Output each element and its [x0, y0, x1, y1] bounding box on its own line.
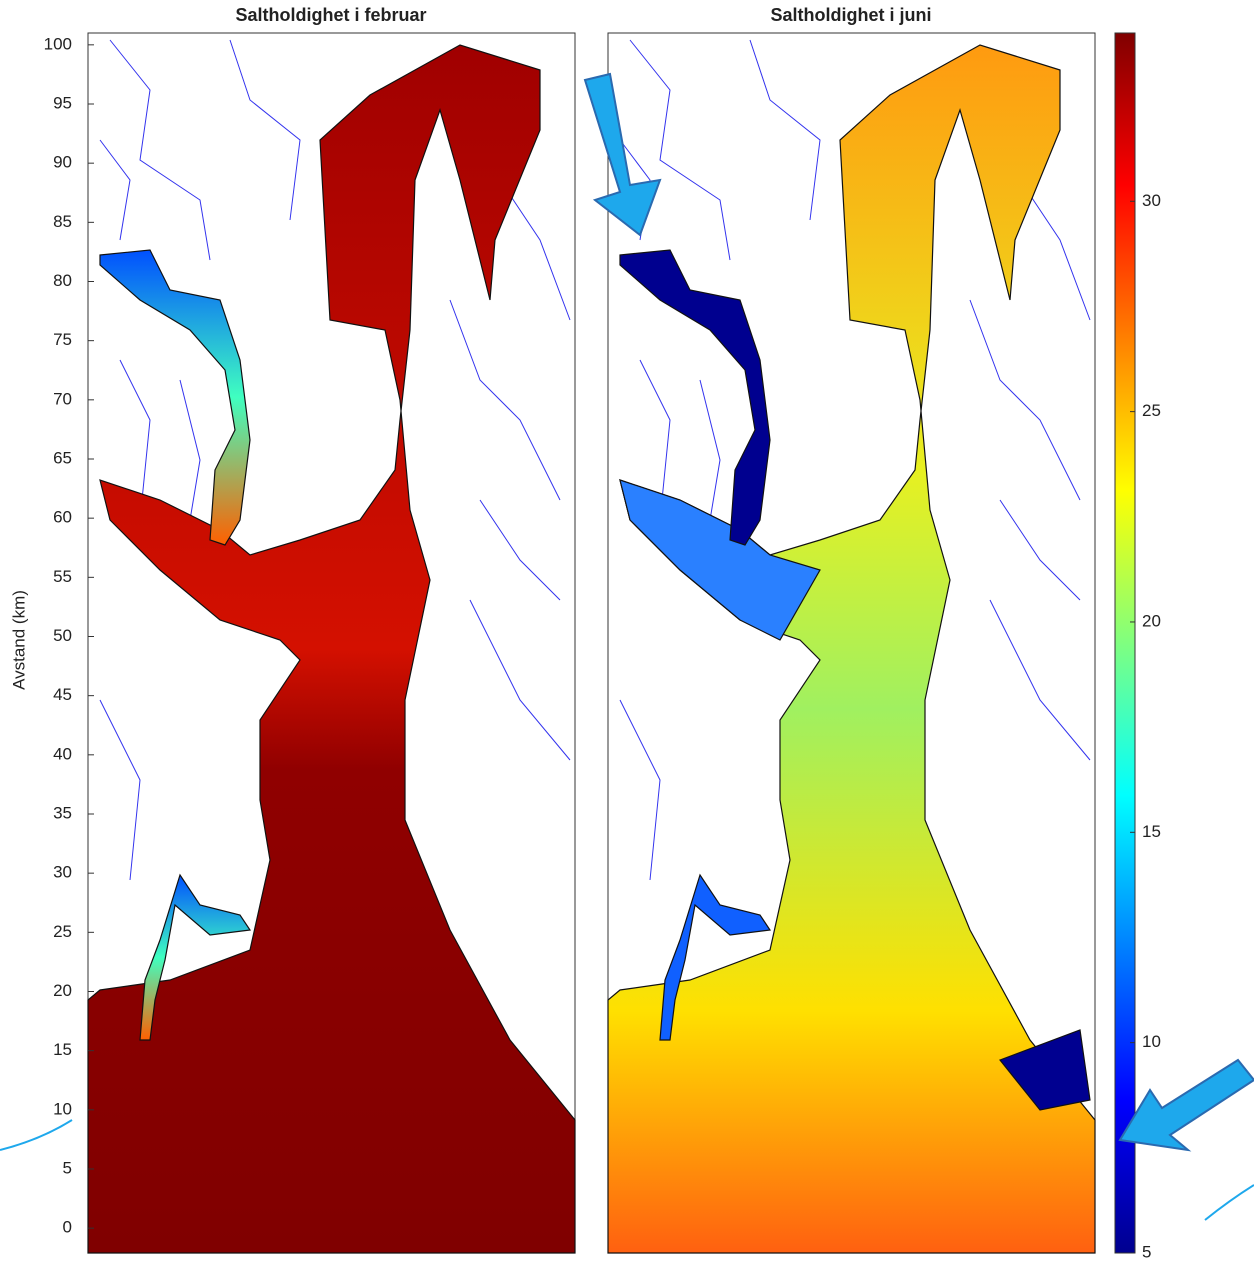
panel-title: Saltholdighet i juni: [771, 5, 932, 25]
y-tick-label: 85: [53, 212, 72, 231]
colorbar-tick-label: 25: [1142, 401, 1161, 420]
colorbar-tick-label: 10: [1142, 1032, 1161, 1051]
y-tick-label: 55: [53, 567, 72, 586]
y-tick-label: 75: [53, 330, 72, 349]
y-tick-label: 45: [53, 685, 72, 704]
panel-february: [87, 32, 576, 1254]
y-tick-label: 100: [44, 34, 72, 53]
rivers: [619, 39, 1091, 881]
colorbar-tick-label: 5: [1142, 1242, 1151, 1261]
y-tick-label: 35: [53, 803, 72, 822]
y-tick-label: 5: [63, 1158, 72, 1177]
colorbar-tick-label: 15: [1142, 822, 1161, 841]
arrow: [583, 72, 662, 237]
y-axis-label: Avstand (km): [9, 590, 28, 690]
colorbar-tick-label: 20: [1142, 611, 1161, 630]
panel-title: Saltholdighet i februar: [235, 5, 426, 25]
y-tick-label: 95: [53, 93, 72, 112]
y-tick-label: 65: [53, 448, 72, 467]
y-tick-label: 15: [53, 1040, 72, 1059]
panel-june: [607, 32, 1096, 1254]
y-tick-label: 25: [53, 922, 72, 941]
y-tick-label: 20: [53, 981, 72, 1000]
y-tick-label: 50: [53, 626, 72, 645]
decor-line: [1204, 1184, 1254, 1221]
decor-line: [0, 1119, 73, 1151]
y-tick-label: 60: [53, 508, 72, 527]
y-tick-label: 30: [53, 863, 72, 882]
y-tick-label: 40: [53, 744, 72, 763]
colorbar: [1114, 32, 1136, 1254]
y-tick-label: 0: [63, 1218, 72, 1237]
rivers: [99, 39, 571, 881]
arrow: [1118, 1058, 1254, 1152]
y-tick-label: 10: [53, 1099, 72, 1118]
y-tick-label: 90: [53, 153, 72, 172]
colorbar-tick-label: 30: [1142, 191, 1161, 210]
y-tick-label: 70: [53, 389, 72, 408]
y-tick-label: 80: [53, 271, 72, 290]
